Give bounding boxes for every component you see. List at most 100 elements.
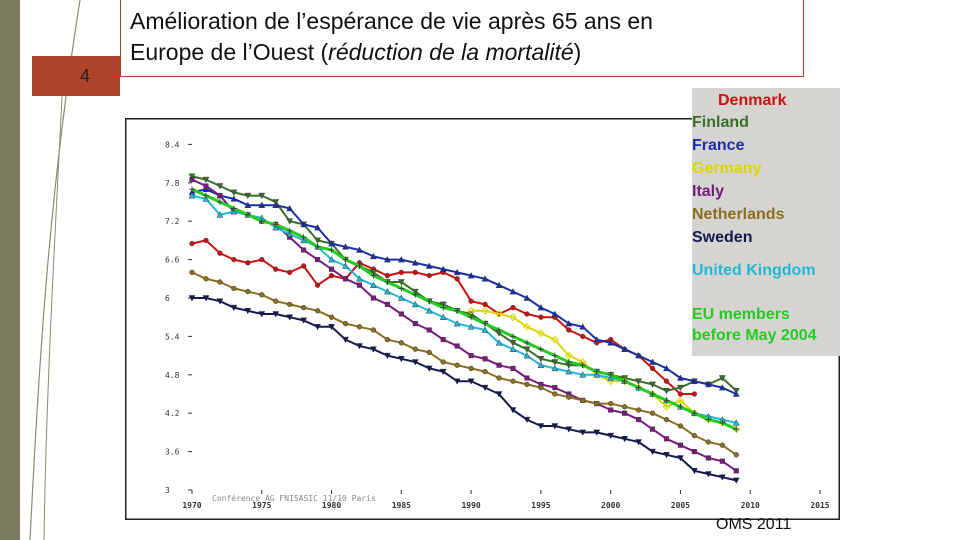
data-point bbox=[439, 265, 447, 272]
data-point bbox=[649, 448, 656, 456]
data-point bbox=[677, 442, 683, 448]
data-point bbox=[663, 397, 670, 404]
sidebar-decoration bbox=[0, 0, 20, 540]
data-point bbox=[356, 282, 363, 288]
legend-denmark: Denmark bbox=[718, 92, 787, 109]
data-point bbox=[425, 307, 433, 314]
data-point bbox=[370, 327, 377, 333]
data-point bbox=[189, 186, 195, 193]
data-point bbox=[524, 311, 530, 317]
data-point bbox=[300, 304, 307, 311]
data-point bbox=[370, 252, 377, 260]
data-point bbox=[286, 218, 294, 225]
data-point bbox=[273, 298, 279, 304]
data-point bbox=[607, 371, 614, 378]
data-point bbox=[551, 364, 559, 372]
data-point bbox=[733, 452, 739, 458]
x-tick-label: 2010 bbox=[741, 501, 760, 510]
data-point bbox=[245, 288, 251, 295]
data-point bbox=[495, 391, 503, 398]
data-point bbox=[244, 192, 252, 200]
data-point bbox=[495, 339, 503, 346]
x-tick-label: 1995 bbox=[531, 501, 550, 510]
data-point bbox=[397, 279, 405, 286]
data-point bbox=[454, 362, 460, 368]
data-point bbox=[425, 365, 433, 372]
data-point bbox=[550, 335, 559, 344]
data-point bbox=[565, 426, 573, 433]
data-point bbox=[649, 391, 656, 397]
data-point bbox=[384, 336, 391, 343]
data-point bbox=[482, 301, 488, 308]
data-point bbox=[621, 345, 629, 352]
data-point bbox=[286, 204, 294, 212]
title-line-2-italic: réduction de la mortalité bbox=[328, 39, 574, 65]
data-point bbox=[328, 324, 335, 331]
y-tick-label: 8.4 bbox=[165, 140, 180, 149]
data-point bbox=[328, 256, 335, 263]
data-point bbox=[411, 259, 419, 266]
data-point bbox=[663, 436, 670, 442]
data-point bbox=[231, 256, 237, 263]
data-point bbox=[579, 323, 587, 330]
data-point bbox=[690, 468, 698, 475]
x-tick-label: 1990 bbox=[461, 501, 480, 510]
data-point bbox=[509, 288, 517, 295]
data-point bbox=[314, 224, 322, 231]
data-point bbox=[719, 458, 725, 464]
legend-italy: Italy bbox=[692, 183, 725, 200]
data-point bbox=[649, 365, 656, 372]
legend-germany: Germany bbox=[692, 160, 762, 177]
title-line-2: Europe de l’Ouest (réduction de la morta… bbox=[130, 37, 653, 68]
data-point bbox=[244, 211, 251, 218]
data-point bbox=[607, 432, 615, 440]
data-point bbox=[384, 301, 390, 307]
data-point bbox=[649, 381, 656, 388]
data-point bbox=[188, 192, 196, 199]
data-point bbox=[510, 304, 516, 311]
data-point bbox=[286, 314, 294, 321]
data-point bbox=[566, 327, 572, 333]
data-point bbox=[705, 455, 711, 461]
data-point bbox=[342, 256, 349, 263]
data-point bbox=[286, 227, 293, 234]
data-point bbox=[482, 368, 488, 375]
data-point bbox=[705, 439, 712, 445]
data-point bbox=[328, 272, 335, 279]
data-point bbox=[495, 310, 503, 318]
data-point bbox=[523, 339, 530, 346]
data-point bbox=[523, 322, 531, 331]
data-point bbox=[202, 185, 210, 192]
y-tick-label: 7.8 bbox=[165, 179, 180, 188]
data-point bbox=[565, 359, 572, 365]
data-point bbox=[356, 343, 363, 350]
data-point bbox=[537, 304, 545, 311]
data-point bbox=[524, 375, 530, 381]
data-point bbox=[523, 346, 531, 353]
data-point bbox=[523, 352, 531, 359]
data-point bbox=[608, 407, 614, 413]
data-point bbox=[412, 346, 418, 352]
data-point bbox=[524, 381, 530, 388]
data-point bbox=[509, 333, 516, 340]
data-point bbox=[509, 345, 517, 352]
data-point bbox=[412, 321, 418, 327]
data-point bbox=[635, 384, 642, 391]
legend-finland: Finland bbox=[692, 114, 749, 131]
source-label: OMS 2011 bbox=[716, 516, 792, 533]
data-point bbox=[426, 298, 433, 305]
data-point bbox=[203, 276, 209, 282]
page-number-tab bbox=[32, 56, 120, 96]
data-point bbox=[188, 173, 196, 180]
data-point bbox=[649, 358, 656, 365]
data-point bbox=[454, 307, 461, 314]
data-point bbox=[398, 285, 405, 292]
data-point bbox=[468, 314, 475, 321]
data-point bbox=[189, 177, 195, 183]
y-tick-label: 3 bbox=[165, 486, 170, 495]
legend-netherlands: Netherlands bbox=[692, 206, 785, 223]
data-point bbox=[412, 269, 418, 276]
data-point bbox=[300, 263, 307, 269]
data-point bbox=[300, 317, 308, 324]
data-point bbox=[440, 304, 447, 311]
